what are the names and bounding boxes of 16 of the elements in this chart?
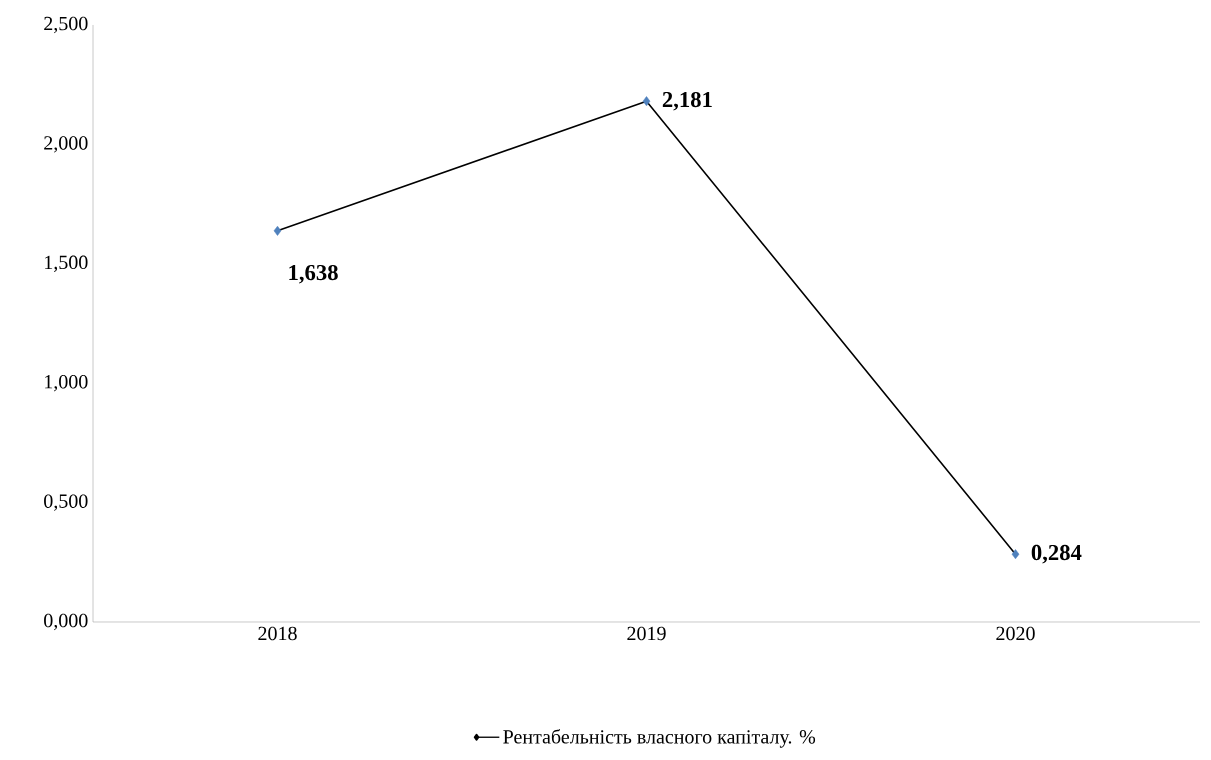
x-tick-label: 2019 (627, 626, 666, 641)
data-label: 1,638 (289, 264, 338, 284)
y-tick-label: 2,500 (44, 16, 88, 34)
y-tick-label: 0,500 (44, 494, 88, 511)
point (642, 96, 651, 107)
y-tick-label: 2,000 (44, 136, 88, 153)
x-tick-label: 2018 (258, 626, 297, 641)
legend-label: Рентабельність власного капіталу. % (503, 729, 816, 748)
data-label: 2,181 (662, 91, 712, 111)
y-tick-label: 1,500 (45, 255, 88, 272)
y-tick-label: 1,000 (45, 375, 88, 392)
y-tick-label: 0,000 (44, 613, 88, 631)
data-label: 0,284 (1031, 544, 1082, 564)
point (1011, 549, 1020, 560)
x-tick-label: 2020 (996, 626, 1035, 641)
point (273, 225, 282, 236)
